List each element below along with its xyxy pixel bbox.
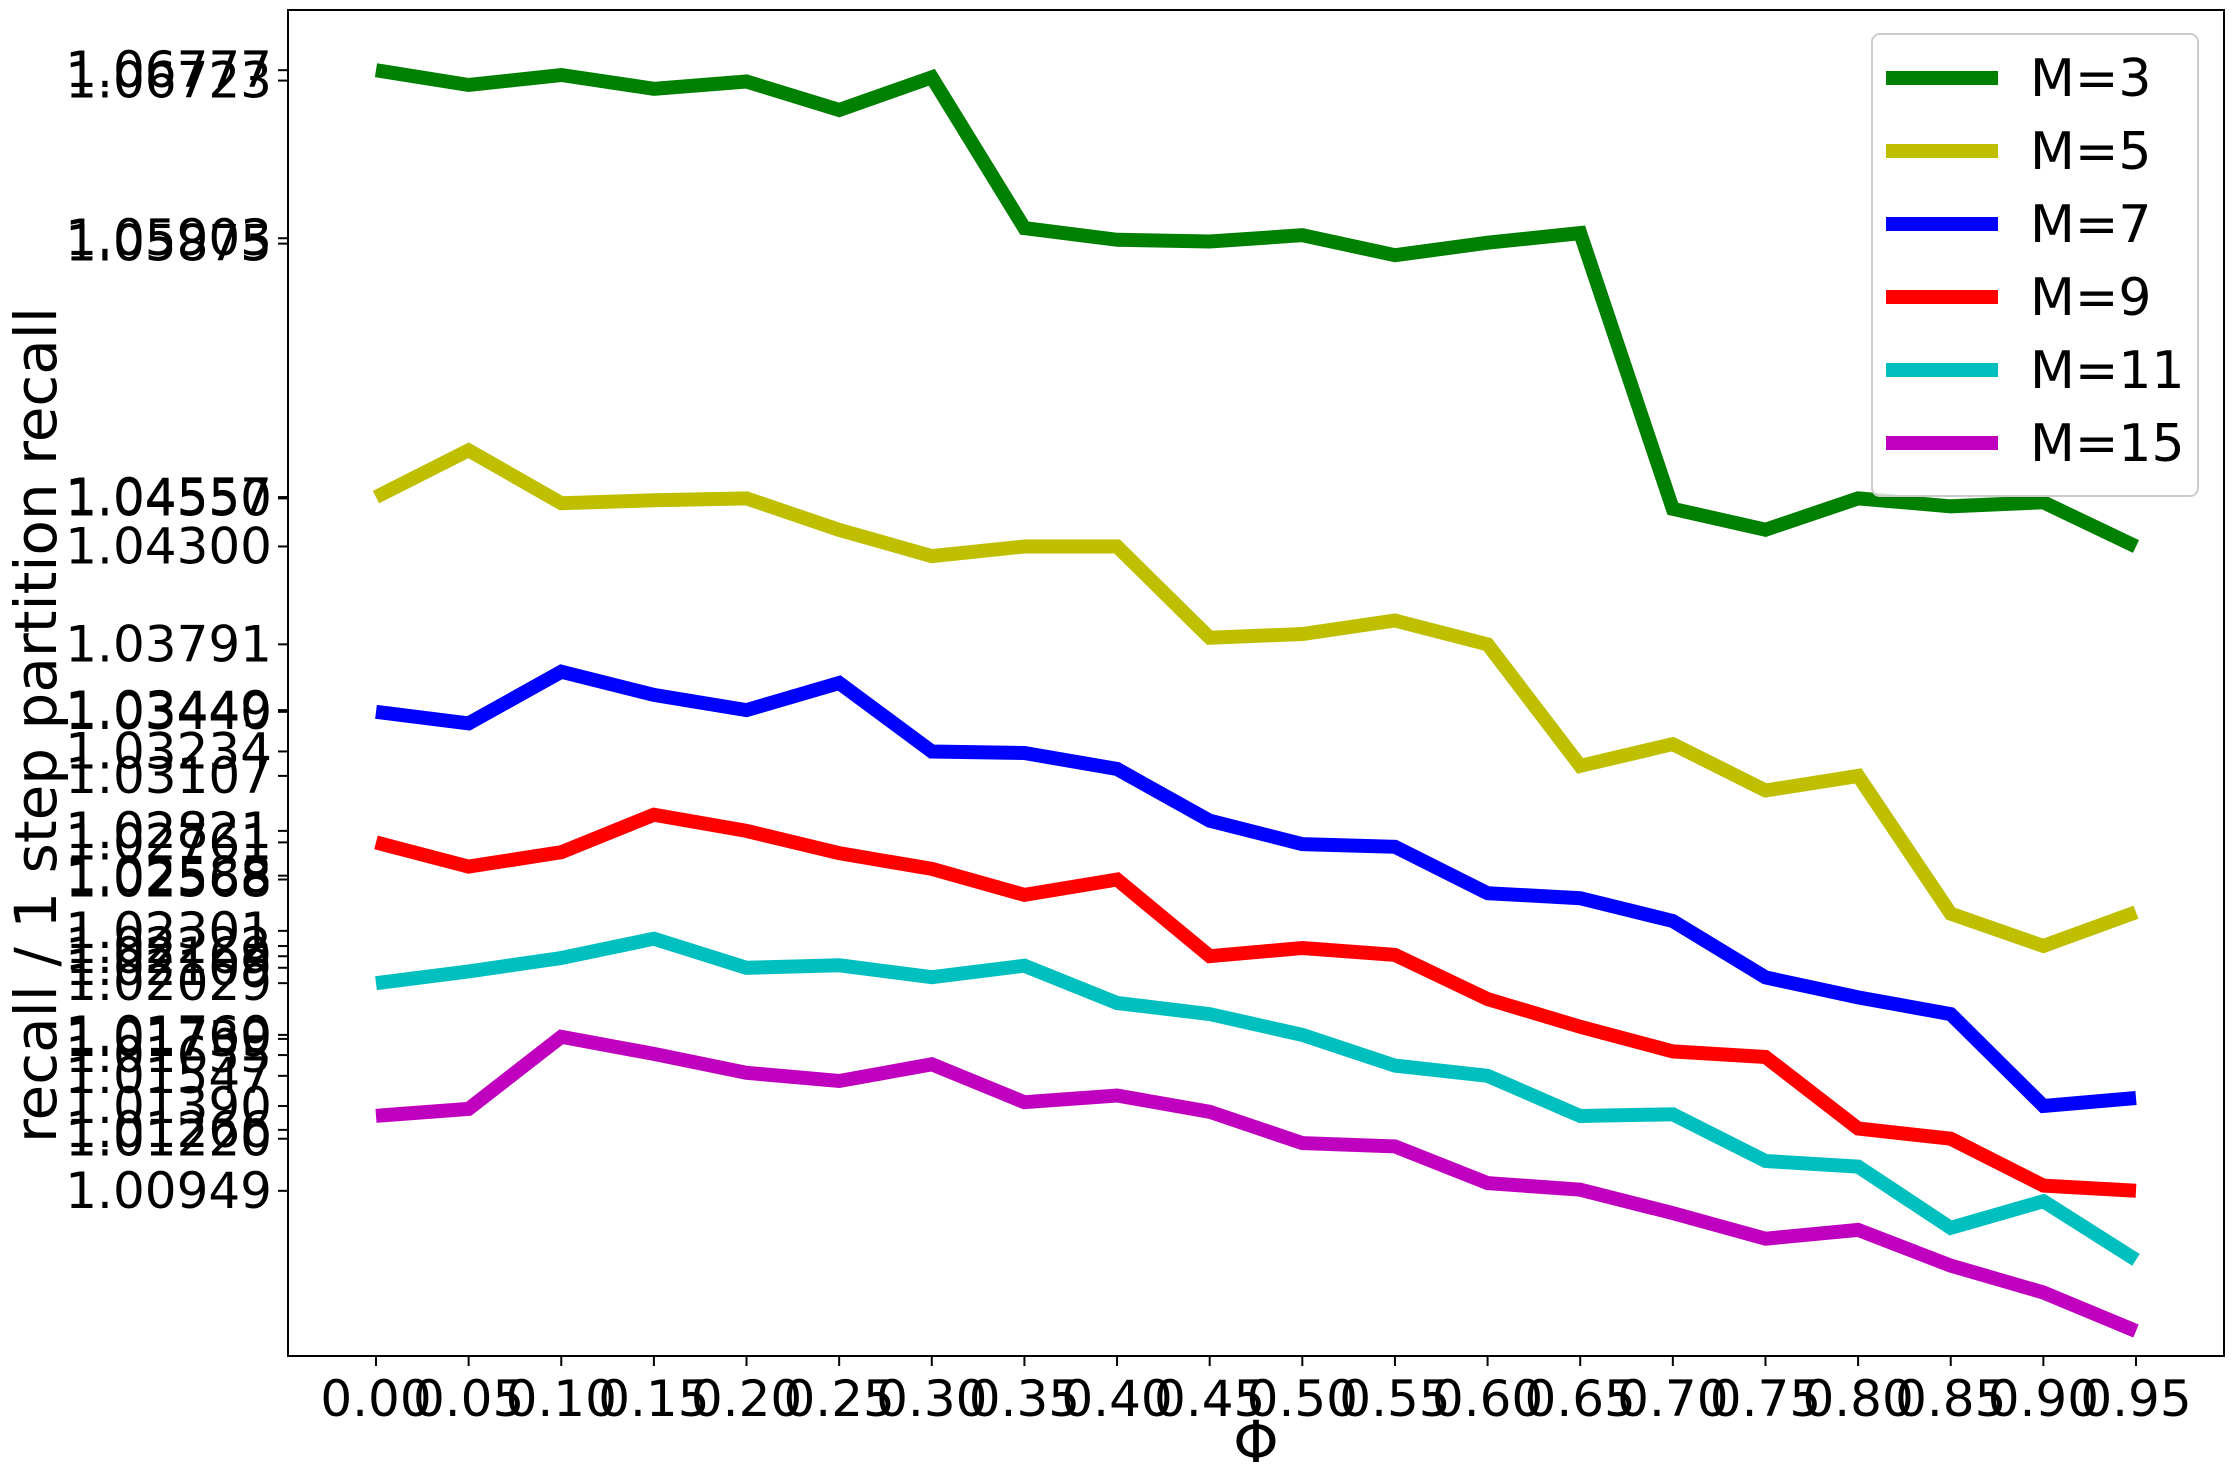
x-tick-label: 0.75 (1710, 1370, 1821, 1428)
y-tick-label: 1.03107 (65, 747, 272, 805)
y-tick-label: 1.01220 (65, 1110, 272, 1168)
x-tick-label: 0.90 (1988, 1370, 2099, 1428)
x-tick-label: 0.15 (598, 1370, 709, 1428)
plot-area-frame (287, 9, 2225, 1357)
x-tick-label: 0.30 (876, 1370, 987, 1428)
legend-label: M=15 (2030, 414, 2185, 474)
y-tick-label: 1.01655 (65, 1026, 272, 1084)
series-lines (372, 63, 2140, 1338)
y-tick-label: 1.01547 (65, 1047, 272, 1105)
y-tick-label: 1.00949 (65, 1162, 272, 1220)
legend-label: M=3 (2030, 49, 2152, 109)
y-tick-label: 1.06723 (65, 52, 272, 110)
x-tick-label: 0.35 (969, 1370, 1080, 1428)
y-tick-label: 1.06777 (65, 41, 272, 99)
y-tick-label: 1.05903 (65, 209, 272, 267)
x-tick-label: 0.70 (1617, 1370, 1728, 1428)
y-tick-label: 1.02109 (65, 939, 272, 997)
y-tick-label: 1.05875 (65, 215, 272, 273)
y-tick-label: 1.01760 (65, 1006, 272, 1064)
x-tick-label: 0.25 (783, 1370, 894, 1428)
y-tick-label: 1.01390 (65, 1077, 272, 1135)
y-tick-label: 1.01266 (65, 1101, 272, 1159)
y-tick-label: 1.01739 (65, 1010, 272, 1068)
series-line (375, 931, 2140, 1266)
x-tick-label: 0.80 (1802, 1370, 1913, 1428)
x-tick-label: 0.40 (1061, 1370, 1172, 1428)
x-tick-label: 0.55 (1339, 1370, 1450, 1428)
series-line (372, 442, 2139, 954)
y-tick-label: 1.03449 (65, 681, 272, 739)
x-tick-label: 0.00 (320, 1370, 431, 1428)
y-tick-label: 1.02568 (65, 851, 272, 909)
y-tick-label: 1.03234 (65, 722, 272, 780)
x-tick-label: 0.20 (691, 1370, 802, 1428)
series-line (374, 807, 2137, 1198)
y-tick-label: 1.03791 (65, 615, 272, 673)
legend-label: M=5 (2030, 122, 2152, 182)
legend-label: M=7 (2030, 195, 2152, 255)
y-tick-label: 1.02588 (65, 847, 272, 905)
y-tick-label: 1.02761 (65, 813, 272, 871)
x-axis-ticks: 0.000.050.100.150.200.250.300.350.400.45… (320, 1356, 2192, 1428)
y-tick-label: 1.02222 (65, 917, 272, 975)
x-tick-label: 0.85 (1895, 1370, 2006, 1428)
y-tick-label: 1.02169 (65, 927, 272, 985)
series-line (375, 1029, 2139, 1338)
x-tick-label: 0.05 (413, 1370, 524, 1428)
y-tick-label: 1.02301 (65, 902, 272, 960)
legend-label: M=9 (2030, 268, 2152, 328)
x-tick-label: 0.60 (1432, 1370, 1543, 1428)
series-line (375, 664, 2137, 1114)
y-tick-label: 1.04557 (65, 468, 272, 526)
x-tick-label: 0.65 (1525, 1370, 1636, 1428)
x-axis-label: Φ (1233, 1408, 1279, 1476)
series-line (374, 63, 2140, 553)
x-tick-label: 0.45 (1154, 1370, 1265, 1428)
legend-label: M=11 (2030, 341, 2185, 401)
legend: M=3 M=5 M=7 M=9 M=11 M=15 (1871, 33, 2199, 497)
y-tick-label: 1.02029 (65, 954, 272, 1012)
y-tick-label: 1.02821 (65, 802, 272, 860)
x-tick-label: 0.10 (506, 1370, 617, 1428)
y-tick-label: 1.04550 (65, 469, 272, 527)
x-tick-label: 0.95 (2080, 1370, 2191, 1428)
y-tick-label: 1.04300 (65, 517, 272, 575)
x-tick-label: 0.50 (1247, 1370, 1358, 1428)
y-axis-label: recall / 1 step partition recall (2, 307, 70, 1143)
y-tick-label: 1.03440 (65, 683, 272, 741)
